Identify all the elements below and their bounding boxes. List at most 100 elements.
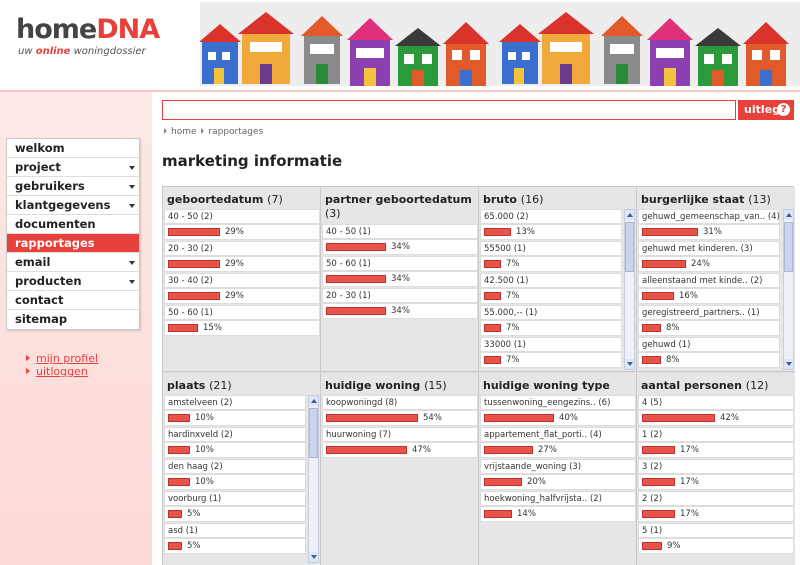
- row-bar-track: 17%: [638, 474, 794, 490]
- caret-down-icon[interactable]: [129, 261, 135, 265]
- nav-item-label: contact: [15, 293, 64, 307]
- panel-rows: tussenwoning_eengezins.. (6) 40% apparteme…: [479, 395, 636, 523]
- panel-title: geboortedatum (7): [167, 193, 283, 207]
- row-bar-track: 10%: [164, 474, 306, 490]
- nav-item-email[interactable]: email: [7, 253, 139, 272]
- row-bar: [484, 446, 533, 454]
- scroll-up-icon[interactable]: [784, 210, 793, 220]
- list-item: tussenwoning_eengezins.. (6) 40%: [479, 395, 636, 427]
- row-percentage: 5%: [187, 509, 201, 519]
- list-item: 4 (5) 42%: [637, 395, 795, 427]
- breadcrumb-home[interactable]: home: [171, 127, 197, 137]
- link-mijn-profiel[interactable]: mijn profiel: [26, 352, 98, 365]
- row-percentage: 34%: [391, 306, 410, 316]
- link-mijn-profiel-label: mijn profiel: [36, 352, 99, 365]
- row-percentage: 29%: [225, 291, 244, 301]
- search-input[interactable]: [162, 100, 736, 120]
- list-item: 65.000 (2) 13%: [479, 209, 623, 241]
- row-label: 55.000,-- (1): [480, 305, 622, 320]
- nav-item-label: welkom: [15, 141, 65, 155]
- panel-title-text: geboortedatum: [167, 193, 264, 206]
- row-percentage: 10%: [195, 445, 214, 455]
- header-houses-image: [200, 2, 800, 86]
- row-bar: [484, 260, 501, 268]
- scroll-down-icon[interactable]: [784, 359, 793, 369]
- nav-item-documenten[interactable]: documenten: [7, 215, 139, 234]
- breadcrumb-rapportages[interactable]: rapportages: [208, 127, 264, 137]
- panel-rows: koopwoningd (8) 54% huurwoning (7) 47%: [321, 395, 478, 459]
- list-item: appartement_flat_porti.. (4) 27%: [479, 427, 636, 459]
- scroll-thumb[interactable]: [784, 222, 793, 272]
- panel-title: burgerlijke staat (13): [641, 193, 771, 207]
- arrow-right-icon: [26, 368, 30, 374]
- list-item: 50 - 60 (1) 34%: [321, 256, 478, 288]
- row-bar: [642, 542, 662, 550]
- row-bar: [484, 478, 522, 486]
- caret-down-icon[interactable]: [129, 166, 135, 170]
- caret-down-icon[interactable]: [129, 280, 135, 284]
- row-percentage: 20%: [527, 477, 546, 487]
- row-bar: [484, 510, 512, 518]
- nav-item-project[interactable]: project: [7, 158, 139, 177]
- row-percentage: 13%: [516, 227, 535, 237]
- nav-item-rapportages[interactable]: rapportages: [7, 234, 139, 253]
- panel-scrollbar[interactable]: [783, 209, 794, 370]
- row-bar: [642, 324, 661, 332]
- row-percentage: 17%: [680, 509, 699, 519]
- nav-item-label: rapportages: [15, 236, 95, 250]
- row-bar: [642, 446, 675, 454]
- row-bar-track: 34%: [322, 271, 478, 287]
- list-item: hardinxveld (2) 10%: [163, 427, 307, 459]
- nav-item-sitemap[interactable]: sitemap: [7, 310, 139, 329]
- panel-scrollbar[interactable]: [624, 209, 635, 370]
- caret-down-icon[interactable]: [129, 204, 135, 208]
- row-percentage: 7%: [506, 291, 520, 301]
- report-panel: huidige woning (15) koopwoningd (8) 54% huu…: [321, 373, 479, 565]
- nav-item-klantgegevens[interactable]: klantgegevens: [7, 196, 139, 215]
- logo-wordmark: homeDNA: [16, 14, 160, 45]
- nav-item-producten[interactable]: producten: [7, 272, 139, 291]
- nav-item-contact[interactable]: contact: [7, 291, 139, 310]
- list-item: voorburg (1) 5%: [163, 491, 307, 523]
- row-label: asd (1): [164, 523, 306, 538]
- panel-title-text: huidige woning type: [483, 379, 610, 392]
- nav-item-gebruikers[interactable]: gebruikers: [7, 177, 139, 196]
- link-uitloggen[interactable]: uitloggen: [26, 365, 98, 378]
- scroll-down-icon[interactable]: [309, 552, 318, 562]
- panel-rows: 40 - 50 (2) 29% 20 - 30 (2) 29% 30 - 40 (2) 2…: [163, 209, 320, 337]
- row-bar-track: 34%: [322, 303, 478, 319]
- main-nav: welkom project gebruikers klantgegevens docu…: [6, 138, 140, 330]
- logo[interactable]: homeDNA uw online woningdossier: [16, 14, 166, 64]
- row-bar-track: 31%: [638, 224, 780, 240]
- panel-title: huidige woning (15): [325, 379, 447, 393]
- nav-item-welkom[interactable]: welkom: [7, 139, 139, 158]
- scroll-up-icon[interactable]: [625, 210, 634, 220]
- list-item: 55500 (1) 7%: [479, 241, 623, 273]
- page-title: marketing informatie: [162, 152, 343, 170]
- row-bar: [326, 446, 407, 454]
- scroll-down-icon[interactable]: [625, 359, 634, 369]
- scroll-thumb[interactable]: [625, 222, 634, 272]
- scroll-up-icon[interactable]: [309, 396, 318, 406]
- breadcrumb-arrow-icon: [164, 128, 167, 134]
- tag-online: online: [35, 46, 71, 57]
- list-item: asd (1) 5%: [163, 523, 307, 555]
- nav-item-label: producten: [15, 274, 82, 288]
- panel-title-text: plaats: [167, 379, 206, 392]
- list-item: 20 - 30 (1) 34%: [321, 288, 478, 320]
- row-bar: [168, 260, 220, 268]
- row-bar-track: 29%: [164, 288, 320, 304]
- row-bar-track: 20%: [480, 474, 636, 490]
- row-percentage: 8%: [666, 323, 680, 333]
- uitleg-button[interactable]: uitleg?: [738, 100, 794, 120]
- row-bar: [168, 324, 198, 332]
- caret-down-icon[interactable]: [129, 185, 135, 189]
- row-label: tussenwoning_eengezins.. (6): [480, 395, 636, 410]
- panel-scrollbar[interactable]: [308, 395, 319, 563]
- scroll-thumb[interactable]: [309, 408, 318, 458]
- row-label: 2 (2): [638, 491, 794, 506]
- row-bar: [484, 356, 501, 364]
- list-item: hoekwoning_halfvrijsta.. (2) 14%: [479, 491, 636, 523]
- row-label: 1 (2): [638, 427, 794, 442]
